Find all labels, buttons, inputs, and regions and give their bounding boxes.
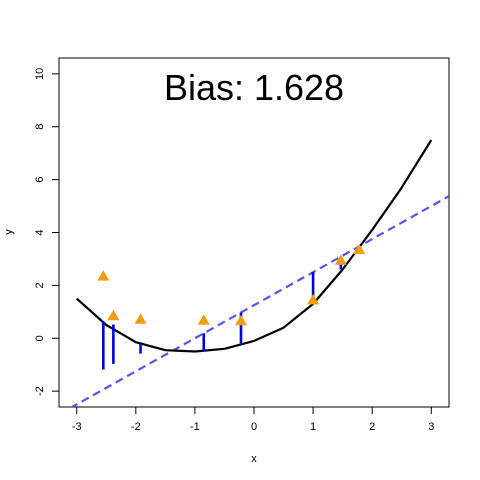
x-axis-ticks: -3 -2 -1 0 1 2 3 — [72, 407, 434, 433]
y-tick-label-4: 6 — [34, 177, 46, 183]
residuals-layer — [102, 246, 361, 370]
points-layer — [97, 243, 366, 326]
fit-line — [69, 195, 449, 407]
y-tick-label-2: 2 — [34, 282, 46, 288]
data-point-5 — [307, 293, 320, 305]
model-curve — [75, 139, 433, 353]
x-tick-label-0: -3 — [72, 421, 82, 433]
y-tick-label-1: 0 — [34, 335, 46, 341]
y-tick-label-6: 10 — [34, 68, 46, 80]
x-tick-label-3: 0 — [251, 421, 257, 433]
data-point-4 — [235, 314, 247, 326]
x-tick-label-4: 1 — [310, 421, 316, 433]
x-tick-label-2: -1 — [190, 421, 200, 433]
data-point-1 — [107, 309, 120, 321]
data-point-6 — [334, 254, 347, 265]
plot-box — [58, 57, 450, 408]
x-tick-label-6: 3 — [428, 421, 434, 433]
y-axis-ticks: -2 0 2 4 6 8 10 — [34, 68, 59, 396]
x-tick-label-1: -2 — [131, 421, 141, 433]
x-tick-label-5: 2 — [369, 421, 375, 433]
y-tick-label-5: 8 — [34, 124, 46, 130]
data-point-2 — [134, 313, 147, 324]
y-tick-label-3: 4 — [34, 229, 46, 235]
data-point-0 — [97, 270, 110, 281]
data-point-3 — [197, 314, 210, 325]
y-tick-label-0: -2 — [34, 386, 46, 396]
y-axis-title: y — [3, 229, 15, 235]
x-axis-title: x — [251, 453, 257, 465]
chart-title: Bias: 1.628 — [164, 67, 344, 108]
curve-layer — [75, 139, 433, 353]
fit-line-layer — [69, 195, 449, 407]
data-point-7 — [353, 243, 366, 255]
